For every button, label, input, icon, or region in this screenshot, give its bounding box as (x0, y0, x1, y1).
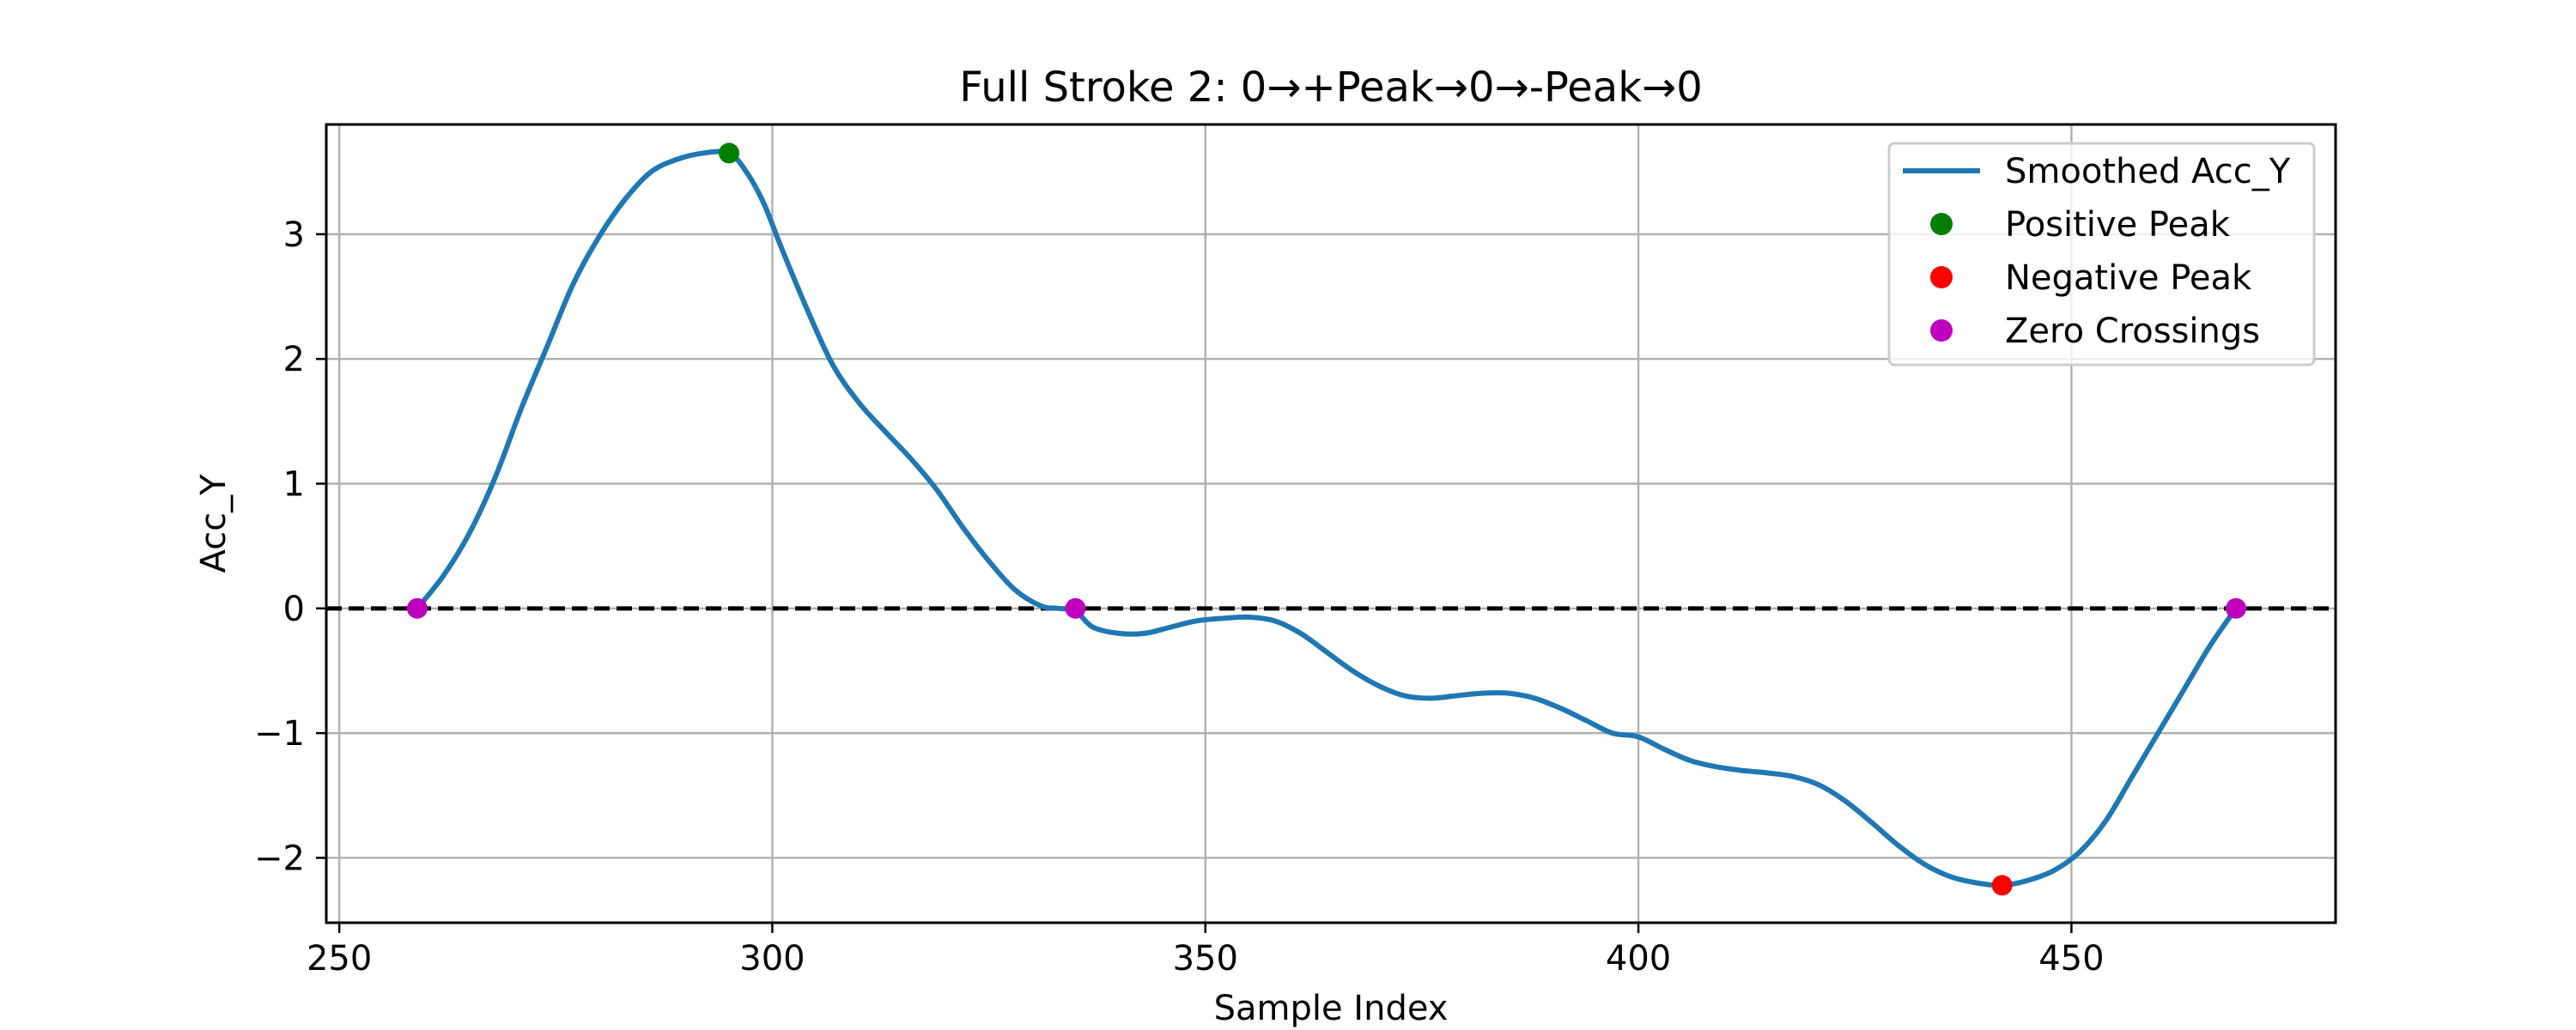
legend-marker-swatch (1930, 213, 1953, 235)
x-tick-label: 350 (1173, 939, 1238, 978)
x-axis-label: Sample Index (1214, 989, 1449, 1028)
legend-marker-swatch (1930, 319, 1953, 342)
zero-crossing-marker (406, 597, 428, 619)
legend-label: Zero Crossings (2005, 312, 2260, 351)
positive-peak-marker (719, 142, 740, 164)
peak-and-crossing-markers (406, 142, 2247, 896)
x-tick-label: 250 (307, 939, 372, 978)
legend-label: Smoothed Acc_Y (2005, 152, 2291, 191)
axis-ticks: 250 300 350 400 450 −2 −1 0 1 2 3 (254, 215, 2105, 978)
y-tick-label: 2 (283, 340, 305, 379)
y-tick-label: 1 (283, 465, 305, 505)
legend-items: Smoothed Acc_Y Positive Peak Negative Peak… (1903, 152, 2291, 351)
x-tick-label: 400 (1606, 939, 1671, 978)
legend-item-negative-peak: Negative Peak (1930, 258, 2252, 298)
y-tick-label: −2 (254, 839, 305, 878)
x-tick-label: 300 (739, 939, 805, 978)
chart-title: Full Stroke 2: 0→+Peak→0→-Peak→0 (959, 64, 1703, 112)
negative-peak-marker (1991, 875, 2013, 896)
legend: Smoothed Acc_Y Positive Peak Negative Peak… (1887, 142, 2316, 367)
zero-crossing-marker (2226, 597, 2247, 619)
legend-item-smoothed-acc-y: Smoothed Acc_Y (1903, 152, 2291, 191)
legend-label: Positive Peak (2005, 205, 2231, 245)
y-tick-label: 3 (283, 215, 305, 255)
x-tick-label: 450 (2038, 939, 2104, 978)
legend-box (1887, 142, 2316, 367)
legend-item-positive-peak: Positive Peak (1930, 205, 2231, 245)
y-tick-label: 0 (283, 590, 305, 629)
legend-label: Negative Peak (2005, 258, 2252, 298)
y-axis-label: Acc_Y (194, 474, 234, 573)
plot-frame (325, 123, 2337, 924)
legend-marker-swatch (1930, 266, 1953, 288)
zero-crossing-marker (1065, 597, 1086, 619)
y-tick-label: −1 (254, 714, 305, 754)
legend-item-zero-crossings: Zero Crossings (1930, 312, 2260, 351)
